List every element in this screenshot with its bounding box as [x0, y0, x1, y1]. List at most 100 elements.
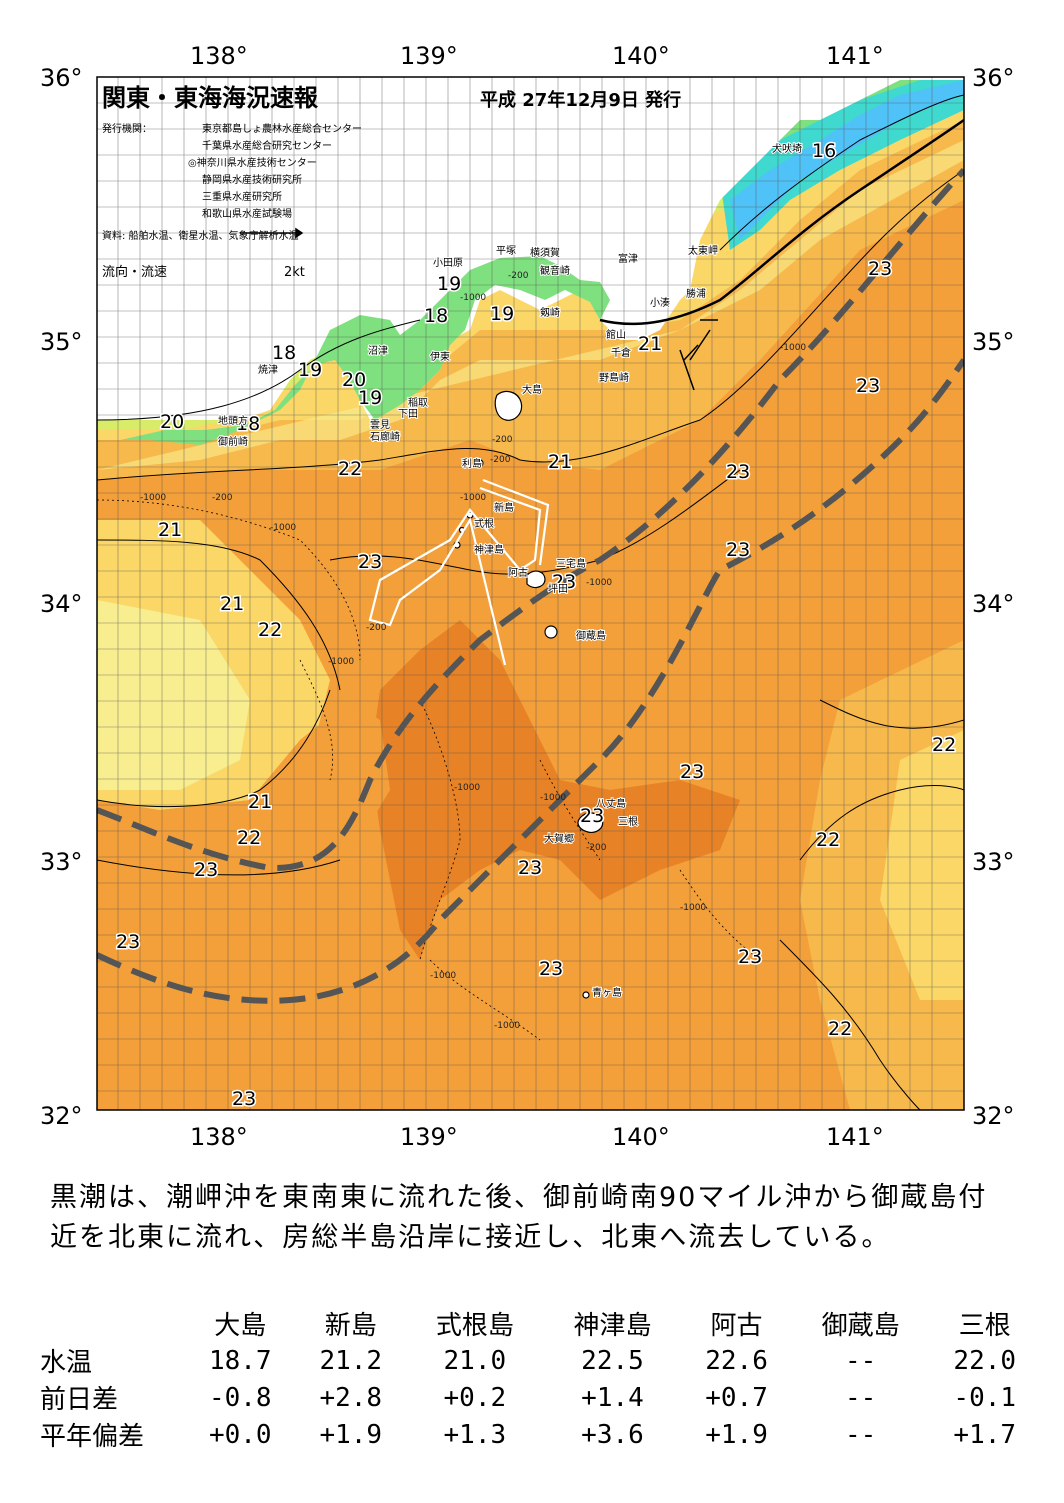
map-title: 関東・東海海況速報 — [102, 84, 319, 112]
isotherm-label: 21 — [548, 451, 572, 473]
column-header: 神津島 — [573, 1311, 652, 1341]
isotherm-label: 23 — [552, 571, 576, 593]
isotherm-label: 19 — [358, 387, 382, 409]
table-cell: +0.2 — [443, 1382, 507, 1413]
table-cell: -0.8 — [208, 1382, 272, 1413]
lon-label: 141° — [826, 42, 884, 70]
sea-condition-map: 138° 139° 140° 141° 138° 139° 140° 141° … — [40, 42, 1015, 1151]
isotherm-label: 23 — [868, 258, 892, 280]
place-label: 富津 — [618, 252, 638, 265]
place-label: 利島 — [462, 457, 482, 470]
isotherm-label: 19 — [490, 303, 514, 325]
isotherm-label: 20 — [160, 411, 184, 433]
lat-lon-grid — [97, 77, 964, 1110]
isotherm-label: 21 — [158, 519, 182, 541]
current-vectors — [240, 227, 718, 391]
isotherm-label: 23 — [680, 761, 704, 783]
isotherm-label: 21 — [248, 791, 272, 813]
lon-label: 139° — [400, 42, 458, 70]
isotherm-label: 23 — [194, 859, 218, 881]
isotherm-label: 22 — [828, 1018, 852, 1040]
lat-label: 34° — [40, 590, 83, 618]
isotherm-label: 23 — [726, 539, 750, 561]
lat-label: 32° — [972, 1102, 1015, 1130]
kuroshio-axis — [97, 167, 964, 1004]
isotherm-label: 23 — [116, 931, 140, 953]
water-temperature-table: 大島 新島 式根島 神津島 阿古 御蔵島 三根 水温 18.7 21.2 21.… — [40, 1305, 1040, 1453]
depth-label: -1000 — [494, 1021, 520, 1031]
place-label: 新島 — [494, 501, 514, 514]
issuer: 東京都島しょ農林水産総合センター — [202, 122, 362, 135]
lat-label: 34° — [972, 590, 1015, 618]
table-cell: +0.7 — [705, 1382, 768, 1413]
lon-label: 140° — [612, 1123, 670, 1150]
place-label: 焼津 — [258, 364, 278, 376]
isotherm-label: 18 — [236, 413, 260, 435]
place-label: 雲見 — [370, 419, 390, 431]
map-frame — [96, 76, 965, 1111]
depth-label: -200 — [492, 435, 513, 445]
place-label: 石廊崎 — [370, 430, 400, 443]
table-cell: +1.3 — [443, 1419, 507, 1450]
table-cell: +2.8 — [319, 1382, 383, 1413]
issuer: 和歌山県水産試験場 — [202, 207, 292, 220]
isotherm-label: 23 — [856, 375, 880, 397]
issue-date: 平成 27年12月9日 発行 — [480, 89, 681, 111]
land-mass — [97, 77, 964, 445]
lon-label: 139° — [400, 1123, 458, 1150]
place-labels: 犬吠埼 太東岬 勝浦 小湊 富津 観音崎 横須賀 平塚 剱崎 小田原 館山 千倉… — [217, 141, 803, 1000]
issuer: ◎神奈川県水産技術センター — [188, 156, 317, 169]
depth-label: -1000 — [430, 971, 456, 981]
row-label: 平年偏差 — [40, 1422, 145, 1452]
map-header: 関東・東海海況速報 平成 27年12月9日 発行 発行機関： 東京都島しょ農林水… — [102, 84, 681, 280]
lat-label: 35° — [972, 328, 1015, 356]
column-header: 式根島 — [435, 1311, 514, 1341]
table-cell: 21.2 — [319, 1345, 383, 1376]
isotherm-label: 23 — [232, 1088, 256, 1110]
issuer: 静岡県水産技術研究所 — [202, 173, 302, 186]
isotherm-label: 22 — [338, 458, 362, 480]
place-label: 式根 — [474, 517, 494, 530]
issuer-label: 発行機関： — [102, 122, 152, 135]
place-label: 小湊 — [650, 296, 670, 309]
isotherm-label: 16 — [812, 140, 836, 162]
lat-label: 33° — [972, 848, 1015, 876]
ship-tracks — [368, 478, 550, 666]
isotherm-lines — [97, 94, 964, 1110]
table-cell: -0.1 — [953, 1382, 1017, 1413]
place-label: 大賀郷 — [544, 832, 574, 845]
table-cell: 22.0 — [953, 1345, 1017, 1376]
table-cell: +0.0 — [208, 1419, 272, 1450]
place-label: 野島崎 — [599, 371, 629, 384]
place-label: 三根 — [618, 815, 638, 828]
depth-labels: -200 -1000 -200 -1000 -200 -1000 -200 -1… — [140, 271, 806, 1031]
table-cell: +1.9 — [705, 1419, 768, 1450]
place-label: 剱崎 — [540, 306, 560, 319]
isotherm-label: 23 — [738, 946, 762, 968]
depth-label: -1000 — [460, 293, 486, 303]
table-cell: +1.9 — [319, 1419, 383, 1450]
isotherm-label: 18 — [424, 305, 448, 327]
issuer: 千葉県水産総合研究センター — [202, 139, 332, 152]
table-cell: -- — [844, 1345, 877, 1376]
isotherm-label: 23 — [518, 857, 542, 879]
place-label: 阿古 — [508, 566, 528, 579]
table-row: 前日差 -0.8 +2.8 +0.2 +1.4 +0.7 -- -0.1 — [40, 1379, 1040, 1416]
lon-label: 141° — [826, 1123, 884, 1150]
lat-label: 36° — [972, 64, 1015, 92]
place-label: 伊東 — [430, 350, 450, 363]
table-cell: 21.0 — [443, 1345, 507, 1376]
row-label: 水温 — [40, 1348, 93, 1378]
depth-label: -200 — [366, 623, 387, 633]
isotherm-label: 23 — [726, 461, 750, 483]
isotherm-label: 19 — [298, 359, 322, 381]
depth-label: -1000 — [540, 793, 566, 803]
place-label: 下田 — [398, 409, 418, 420]
depth-label: -1000 — [270, 523, 296, 533]
column-header: 新島 — [324, 1311, 377, 1341]
table-cell: +1.4 — [581, 1382, 644, 1413]
depth-label: -1000 — [454, 783, 480, 793]
column-header: 阿古 — [710, 1311, 763, 1341]
table-cell: 18.7 — [208, 1345, 272, 1376]
isotherm-label: 22 — [816, 829, 840, 851]
